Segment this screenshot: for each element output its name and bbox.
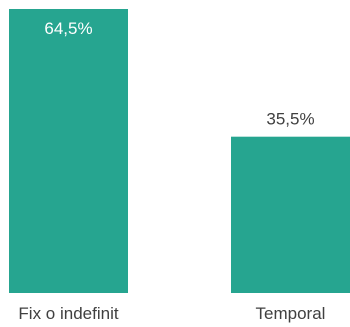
x-tick-label-1: Temporal [256, 304, 326, 323]
bar-1 [231, 136, 350, 293]
bar-0 [9, 9, 128, 293]
data-label-1: 35,5% [266, 110, 314, 129]
x-tick-label-0: Fix o indefinit [18, 304, 118, 323]
data-label-0: 64,5% [44, 19, 92, 38]
